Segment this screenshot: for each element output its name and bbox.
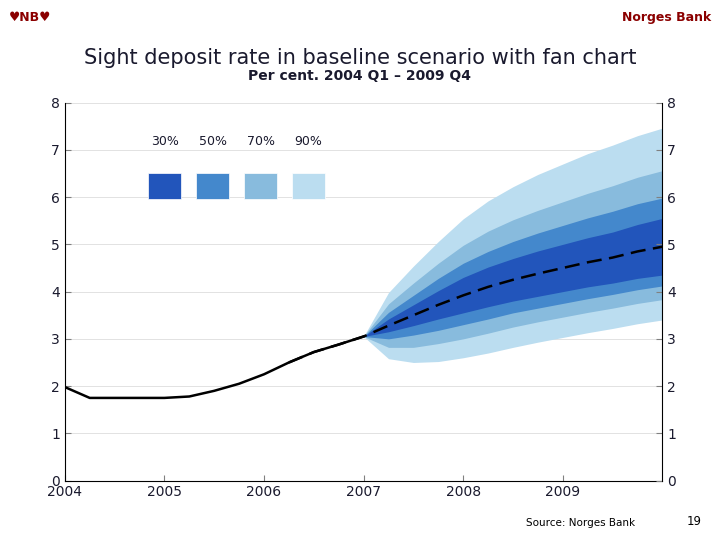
Text: 70%: 70% (246, 135, 274, 148)
Bar (197, 173, 229, 199)
Text: Sight deposit rate in baseline scenario with fan chart: Sight deposit rate in baseline scenario … (84, 48, 636, 69)
Bar (244, 173, 277, 199)
Bar (148, 173, 181, 199)
Text: Per cent. 2004 Q1 – 2009 Q4: Per cent. 2004 Q1 – 2009 Q4 (248, 69, 472, 83)
Text: 90%: 90% (294, 135, 323, 148)
Text: 50%: 50% (199, 135, 227, 148)
Text: ♥NB♥: ♥NB♥ (9, 11, 51, 24)
Text: Source: Norges Bank: Source: Norges Bank (526, 518, 635, 528)
Text: 19: 19 (687, 515, 702, 528)
Bar (292, 173, 325, 199)
Text: Norges Bank: Norges Bank (622, 11, 711, 24)
Text: 30%: 30% (151, 135, 179, 148)
